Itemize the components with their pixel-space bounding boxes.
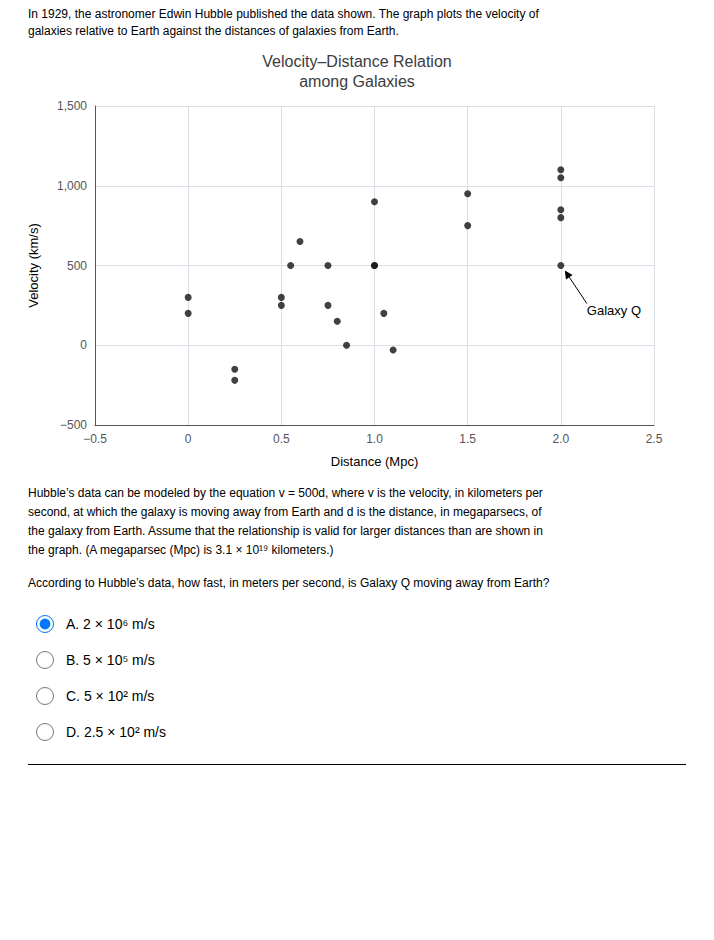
svg-text:1,000: 1,000 [57,179,87,193]
svg-text:Distance (Mpc): Distance (Mpc) [331,454,418,469]
svg-text:0: 0 [80,338,87,352]
svg-text:Galaxy Q: Galaxy Q [587,303,641,318]
svg-text:among Galaxies: among Galaxies [299,73,415,90]
html-text:In 1929, the astronomer Edwin: In 1929, the astronomer Edwin Hubble pub… [28,7,539,21]
html-text:second, at which the galaxy is: second, at which the galaxy is moving aw… [28,505,542,519]
svg-text:2.5: 2.5 [646,432,663,446]
html-text:According to Hubble’s data, ho: According to Hubble’s data, how fast, in… [28,576,550,590]
html-text:Hubble’s data can be modeled b: Hubble’s data can be modeled by the equa… [28,486,543,500]
svg-text:1.0: 1.0 [366,432,383,446]
svg-text:500: 500 [67,259,87,273]
svg-text:1,500: 1,500 [57,99,87,113]
svg-text:0.5: 0.5 [273,432,290,446]
html-text:D. 2.5 × 10² m/s: D. 2.5 × 10² m/s [66,724,166,740]
svg-text:0: 0 [185,432,192,446]
html-text:the graph. (A megaparsec (Mpc): the graph. (A megaparsec (Mpc) is 3.1 × … [28,543,334,557]
html-text:galaxies relative to Earth aga: galaxies relative to Earth against the d… [28,24,399,38]
html-text:B. 5 × 10⁵ m/s: B. 5 × 10⁵ m/s [66,652,155,668]
svg-text:Velocity (km/s): Velocity (km/s) [26,223,41,308]
html-text:C. 5 × 10² m/s: C. 5 × 10² m/s [66,688,155,704]
svg-text:−0.5: −0.5 [83,432,107,446]
svg-text:1.5: 1.5 [459,432,476,446]
svg-text:−500: −500 [60,418,87,432]
html-text:the galaxy from Earth. Assume: the galaxy from Earth. Assume that the r… [28,524,543,538]
svg-text:Velocity–Distance Relation: Velocity–Distance Relation [262,53,451,70]
svg-text:2.0: 2.0 [552,432,569,446]
html-text:A. 2 × 10⁶ m/s: A. 2 × 10⁶ m/s [66,616,155,632]
